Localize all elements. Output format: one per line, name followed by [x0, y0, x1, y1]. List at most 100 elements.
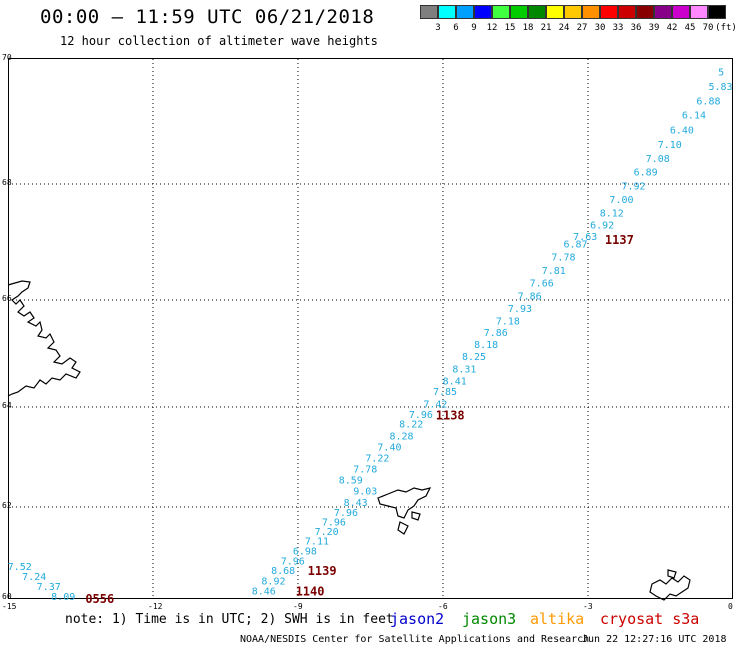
wave-height-value: 8.68 [271, 566, 295, 577]
wave-height-value: 7.24 [22, 572, 46, 583]
legend-label: 39 [648, 23, 660, 33]
wave-height-value: 6.14 [682, 111, 706, 122]
longitude-label: 0 [728, 602, 733, 611]
wave-height-value: 5 [718, 68, 724, 79]
legend-swatch [492, 5, 510, 19]
wave-height-value: 7.42 [423, 399, 447, 410]
satellite-label-jason3: jason3 [462, 610, 517, 628]
wave-height-value: 7.92 [622, 182, 646, 193]
wave-height-value: 6.98 [293, 547, 317, 558]
legend-swatch [708, 5, 726, 19]
legend-swatch [564, 5, 582, 19]
latitude-label: 68 [2, 178, 12, 187]
legend-swatch [582, 5, 600, 19]
legend-label: 12 [486, 23, 498, 33]
wave-height-value: 8.18 [474, 340, 498, 351]
wave-height-value: 8.12 [600, 208, 624, 219]
legend-label: 6 [453, 23, 459, 33]
legend-label: 9 [471, 23, 477, 33]
longitude-label: -12 [148, 602, 163, 611]
generation-timestamp: Jun 22 12:27:16 UTC 2018 [582, 634, 727, 645]
wave-height-value: 8.22 [399, 420, 423, 431]
latitude-label: 60 [2, 592, 12, 601]
wave-height-value: 8.41 [443, 376, 467, 387]
map-frame [8, 58, 733, 599]
wave-height-value: 7.96 [322, 518, 346, 529]
credit-line: NOAA/NESDIS Center for Satellite Applica… [240, 634, 590, 645]
legend-swatch [654, 5, 672, 19]
wave-height-value: 7.85 [433, 387, 457, 398]
wave-height-value: 8.25 [462, 352, 486, 363]
wave-height-value: 6.89 [634, 168, 658, 179]
wave-height-value: 7.78 [551, 253, 575, 264]
wave-height-value: 7.08 [646, 154, 670, 165]
longitude-label: -9 [293, 602, 303, 611]
legend-label: 42 [666, 23, 678, 33]
wave-height-value: 8.28 [390, 432, 414, 443]
wave-height-value: 7.78 [353, 465, 377, 476]
wave-height-value: 7.86 [484, 328, 508, 339]
satellite-label-cryosat: cryosat s3a [600, 610, 700, 628]
wave-height-value: 7.00 [609, 195, 633, 206]
wave-height-value: 8.43 [344, 498, 368, 509]
legend-label: 27 [576, 23, 588, 33]
wave-height-value: 6.40 [670, 126, 694, 137]
legend-label: 15 [504, 23, 516, 33]
longitude-label: -3 [583, 602, 593, 611]
legend-swatch [474, 5, 492, 19]
legend-label: 3 [435, 23, 441, 33]
wave-height-value: 7.81 [542, 266, 566, 277]
legend-label: 70 [702, 23, 714, 33]
wave-height-value: 7.93 [508, 304, 532, 315]
legend-swatch [438, 5, 456, 19]
legend-label: 24 [558, 23, 570, 33]
legend-swatch [546, 5, 564, 19]
legend-swatch [510, 5, 528, 19]
latitude-label: 70 [2, 53, 12, 62]
wave-height-value: 8.92 [261, 576, 285, 587]
legend-swatch [636, 5, 654, 19]
wave-height-value: 6.92 [590, 221, 614, 232]
satellite-label-altika: altika [530, 610, 585, 628]
wave-height-value: 5.83 [709, 82, 733, 93]
faroe-islands [377, 487, 432, 535]
wave-height-value: 8.31 [452, 364, 476, 375]
wave-height-value: 7.37 [37, 582, 61, 593]
legend-label: 45 [684, 23, 696, 33]
wave-height-value: 7.11 [305, 537, 329, 548]
legend-swatch [528, 5, 546, 19]
latitude-label: 64 [2, 401, 12, 410]
latitude-label: 66 [2, 294, 12, 303]
pass-time-label: 1137 [605, 233, 634, 247]
wave-height-value: 7.40 [377, 443, 401, 454]
latitude-label: 62 [2, 501, 12, 510]
satellite-label-jason2: jason2 [390, 610, 445, 628]
wave-height-value: 7.96 [409, 410, 433, 421]
longitude-label: -15 [2, 602, 17, 611]
pass-time-label: 1140 [296, 584, 325, 598]
legend-swatch [456, 5, 474, 19]
wave-height-value: 7.86 [518, 291, 542, 302]
longitude-label: -6 [438, 602, 448, 611]
legend-swatch [690, 5, 708, 19]
legend-label: 21 [540, 23, 552, 33]
wave-height-value: 7.18 [496, 316, 520, 327]
wave-height-value: 7.52 [8, 562, 32, 573]
wave-height-value: 9.03 [353, 487, 377, 498]
shetland-islands [649, 569, 691, 601]
wave-height-value: 7.96 [334, 508, 358, 519]
wave-height-value: 7.22 [365, 454, 389, 465]
wave-height-value: 7.10 [658, 140, 682, 151]
legend-unit: (ft) [715, 23, 737, 33]
wave-height-value: 8.46 [252, 586, 276, 597]
pass-time-label: 1139 [308, 564, 337, 578]
map-title: 00:00 – 11:59 UTC 06/21/2018 [40, 6, 375, 28]
wave-height-value: 8.09 [51, 592, 75, 603]
legend-label: 33 [612, 23, 624, 33]
pass-time-label: 1138 [436, 409, 465, 423]
greenland-coastline [7, 280, 81, 397]
pass-time-label: 0556 [85, 592, 114, 606]
wave-height-value: 7.20 [315, 527, 339, 538]
legend-swatch [672, 5, 690, 19]
